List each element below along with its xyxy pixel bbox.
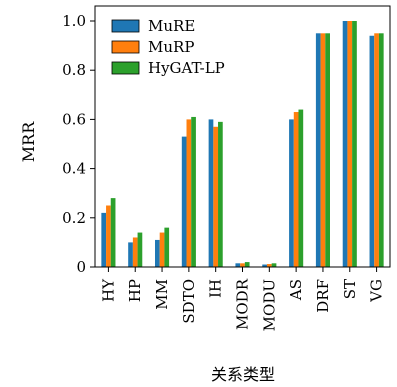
bar-modr-hygat-lp xyxy=(244,262,250,267)
y-tick-label: 0.8 xyxy=(62,61,86,79)
bar-mm-murp xyxy=(159,232,165,267)
bar-as-hygat-lp xyxy=(298,109,304,267)
bar-sdto-mure xyxy=(181,136,187,267)
x-tick-label-sdto: SDTO xyxy=(180,279,198,324)
bar-st-murp xyxy=(347,21,353,267)
bar-groups xyxy=(101,21,384,268)
bar-sdto-hygat-lp xyxy=(191,116,196,267)
legend-swatch-murp xyxy=(111,40,140,54)
x-tick-label-as: AS xyxy=(287,279,305,301)
bar-hp-murp xyxy=(132,237,138,267)
bar-hy-hygat-lp xyxy=(110,198,116,267)
bar-sdto-murp xyxy=(186,119,192,268)
legend-label: MuRP xyxy=(148,38,194,56)
bar-hy-murp xyxy=(106,205,111,267)
bar-ih-hygat-lp xyxy=(218,121,223,267)
y-tick-label: 0.6 xyxy=(62,110,86,128)
x-tick-label-mm: MM xyxy=(153,279,171,310)
bar-ih-mure xyxy=(208,119,214,268)
bar-modu-hygat-lp xyxy=(271,263,277,267)
bar-st-mure xyxy=(342,21,348,267)
legend-swatch-mure xyxy=(111,19,140,33)
bar-hp-mure xyxy=(128,242,133,267)
bar-modr-murp xyxy=(240,263,245,267)
bar-vg-murp xyxy=(374,33,379,267)
x-tick-label-modu: MODU xyxy=(260,279,278,331)
bar-vg-hygat-lp xyxy=(378,33,384,267)
bar-modu-murp xyxy=(266,264,272,267)
legend: MuRE MuRP HyGAT-LP xyxy=(111,17,225,77)
y-tick-label: 0.4 xyxy=(62,160,86,178)
y-tick-label: 1.0 xyxy=(62,12,86,30)
y-tick-label: 0 xyxy=(76,258,86,276)
y-tick-label: 0.2 xyxy=(62,209,86,227)
bar-hy-mure xyxy=(101,212,107,267)
legend-label: HyGAT-LP xyxy=(148,59,225,77)
bar-modu-mure xyxy=(262,264,267,267)
x-tick-label-st: ST xyxy=(341,279,359,299)
bar-as-murp xyxy=(293,112,299,268)
bar-hp-hygat-lp xyxy=(137,232,143,267)
y-axis: 0 0.2 0.4 0.6 0.8 1.0 xyxy=(62,12,95,276)
x-tick-label-vg: VG xyxy=(368,279,386,303)
legend-swatch-hygat-lp xyxy=(111,61,140,75)
x-tick-label-hy: HY xyxy=(99,278,117,302)
y-axis-label: MRR xyxy=(19,121,38,162)
x-axis: HY HP MM SDTO IH MODR MODU AS DRF ST VG xyxy=(99,267,386,331)
bar-drf-hygat-lp xyxy=(325,33,330,267)
x-tick-label-modr: MODR xyxy=(234,278,252,330)
x-tick-label-ih: IH xyxy=(207,279,225,298)
bar-ih-murp xyxy=(213,126,219,267)
bar-modr-mure xyxy=(235,263,241,267)
bar-vg-mure xyxy=(369,35,375,268)
bar-drf-mure xyxy=(315,33,321,267)
legend-label: MuRE xyxy=(148,17,195,35)
x-tick-label-drf: DRF xyxy=(314,279,332,313)
bar-mm-hygat-lp xyxy=(164,227,170,267)
bar-as-mure xyxy=(289,119,294,268)
bar-drf-murp xyxy=(320,33,326,267)
bar-st-hygat-lp xyxy=(352,21,357,267)
x-tick-label-hp: HP xyxy=(126,279,144,302)
x-axis-label: 关系类型 xyxy=(211,365,275,384)
bar-mm-mure xyxy=(155,239,160,267)
plot-frame xyxy=(94,5,391,268)
